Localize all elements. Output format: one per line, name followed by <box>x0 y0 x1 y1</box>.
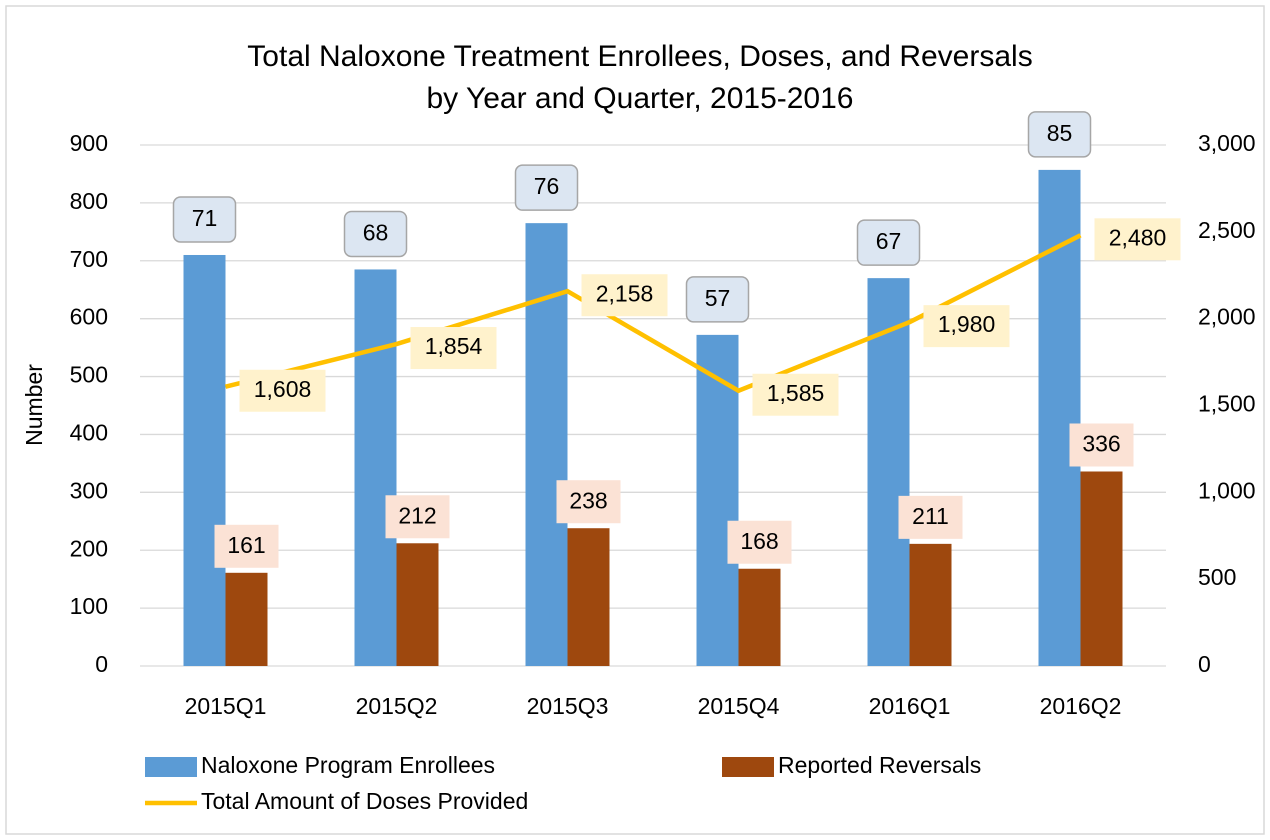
legend-label: Naloxone Program Enrollees <box>201 752 495 778</box>
data-label: 161 <box>227 532 265 558</box>
callout-box <box>1027 111 1092 158</box>
data-label-box <box>1069 423 1134 467</box>
legend-label: Total Amount of Doses Provided <box>201 788 528 814</box>
data-label: 2,480 <box>1109 224 1167 250</box>
callout-label: 85 <box>1047 120 1073 146</box>
callout-box <box>856 219 921 266</box>
bar <box>738 568 781 666</box>
legend-swatch <box>722 757 774 777</box>
data-label: 238 <box>569 487 607 513</box>
y2-tick-label: 2,500 <box>1198 217 1256 243</box>
data-label: 336 <box>1082 431 1120 457</box>
y-tick-label: 600 <box>70 304 108 330</box>
y-tick-label: 400 <box>70 420 108 446</box>
data-label: 212 <box>398 502 436 528</box>
legend-swatch <box>145 757 197 777</box>
data-label-box <box>385 495 450 539</box>
y-tick-label: 700 <box>70 246 108 272</box>
y-tick-label: 0 <box>95 651 108 677</box>
data-label-box <box>1094 218 1181 261</box>
y-tick-label: 100 <box>70 593 108 619</box>
data-label: 1,585 <box>767 380 825 406</box>
y-tick-label: 900 <box>70 130 108 156</box>
data-label-box <box>581 274 668 317</box>
callout-box <box>343 210 408 258</box>
data-label: 168 <box>740 528 778 554</box>
bar <box>867 278 910 666</box>
callout-box <box>685 276 750 323</box>
x-tick-label: 2015Q1 <box>185 693 267 719</box>
callout-label: 67 <box>876 228 902 254</box>
bar <box>396 543 439 666</box>
data-label: 1,854 <box>425 333 483 359</box>
bar <box>525 223 568 666</box>
data-label-box <box>752 373 839 416</box>
callout-box <box>514 164 579 211</box>
callout-label: 76 <box>534 173 560 199</box>
y2-tick-label: 1,000 <box>1198 477 1256 503</box>
x-tick-label: 2016Q1 <box>869 693 951 719</box>
bar <box>1080 471 1123 666</box>
x-tick-label: 2015Q4 <box>698 693 780 719</box>
y-tick-label: 300 <box>70 477 108 503</box>
callout-label: 68 <box>363 220 389 246</box>
y-tick-label: 800 <box>70 188 108 214</box>
y2-tick-label: 3,000 <box>1198 130 1256 156</box>
x-tick-label: 2015Q2 <box>356 693 438 719</box>
data-label-box <box>239 369 326 412</box>
y2-tick-label: 1,500 <box>1198 391 1256 417</box>
callout-label: 71 <box>192 205 218 231</box>
data-label: 1,608 <box>254 376 312 402</box>
bar <box>225 572 268 666</box>
y2-tick-label: 0 <box>1198 651 1211 677</box>
y-tick-label: 200 <box>70 535 108 561</box>
y2-tick-label: 2,000 <box>1198 304 1256 330</box>
data-label-box <box>923 305 1010 348</box>
bar <box>354 269 397 666</box>
bar <box>909 543 952 666</box>
data-label-box <box>214 524 279 568</box>
bar <box>183 254 226 666</box>
data-label-box <box>556 480 621 524</box>
callout-label: 57 <box>705 285 731 311</box>
x-tick-label: 2015Q3 <box>527 693 609 719</box>
chart-subtitle: by Year and Quarter, 2015-2016 <box>426 82 853 115</box>
data-label-box <box>727 520 792 564</box>
y-tick-label: 500 <box>70 362 108 388</box>
y-axis-title: Number <box>21 364 47 446</box>
bar <box>567 528 610 666</box>
callout-box <box>172 196 237 243</box>
chart-title: Total Naloxone Treatment Enrollees, Dose… <box>247 40 1032 73</box>
legend-label: Reported Reversals <box>778 752 981 778</box>
data-label: 211 <box>912 503 949 529</box>
data-label-box <box>410 327 497 370</box>
bar <box>696 334 739 666</box>
y2-tick-label: 500 <box>1198 564 1236 590</box>
data-label-box <box>898 495 963 539</box>
data-label: 1,980 <box>938 311 996 337</box>
x-tick-label: 2016Q2 <box>1040 693 1122 719</box>
data-label: 2,158 <box>596 280 654 306</box>
